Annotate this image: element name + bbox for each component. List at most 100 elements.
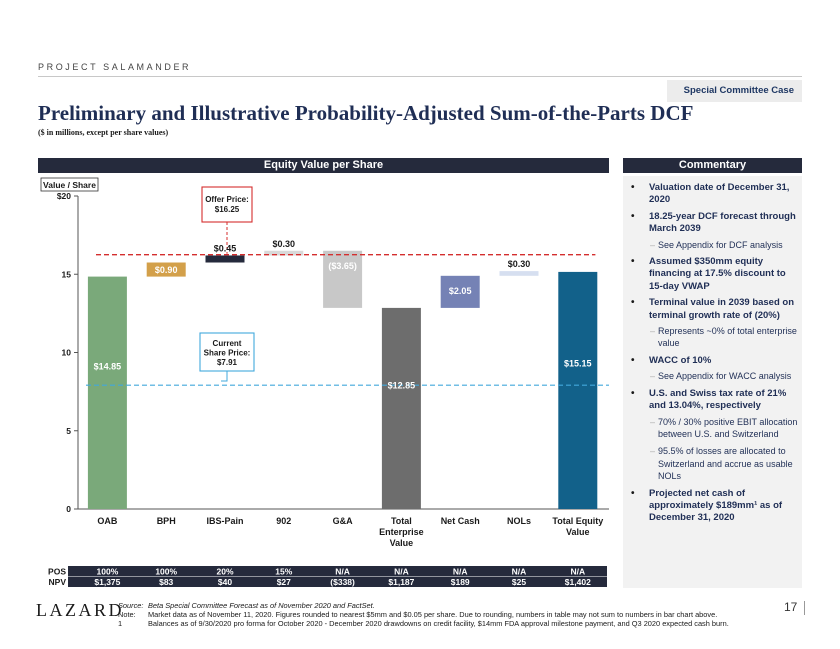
y-tick-label: $20 — [57, 191, 71, 201]
current-price-callout — [199, 332, 255, 372]
bar-bph — [146, 262, 186, 277]
offer-price-callout — [201, 186, 253, 223]
table-cell: N/A — [335, 567, 350, 577]
table-cell: N/A — [570, 567, 585, 577]
table-cell: 20% — [216, 567, 233, 577]
table-cell: N/A — [453, 567, 468, 577]
lazard-logo: LAZARD — [36, 600, 124, 620]
bar-total-enterprise-value — [381, 307, 421, 509]
commentary-bullet: Valuation date of December 31, 2020 — [623, 182, 802, 207]
table-cell: $1,375 — [94, 577, 120, 587]
commentary-subbullet: See Appendix for WACC analysis — [623, 370, 802, 383]
bar-ibs-pain — [205, 255, 245, 263]
page-number: 17 — [784, 600, 798, 614]
table-cell: $1,187 — [388, 577, 414, 587]
table-cell: N/A — [512, 567, 527, 577]
commentary-panel: Valuation date of December 31, 2020 18.25… — [623, 176, 802, 588]
x-tick-label: Value — [390, 538, 414, 548]
commentary-bullet: Terminal value in 2039 based on terminal… — [623, 297, 802, 322]
table-cell: $40 — [218, 577, 232, 587]
x-tick-label: Total — [391, 516, 412, 526]
page-subtitle: ($ in millions, except per share values) — [38, 128, 169, 137]
y-tick-label: 5 — [66, 426, 71, 436]
chart-axis: Value / Share 0 5 10 15 $20 OAB BPH IBS-Pain 902 G… — [40, 177, 609, 548]
bar-value-label: $12.85 — [388, 380, 416, 390]
current-price-label: $7.91 — [217, 358, 238, 367]
bar-value-label: $0.30 — [273, 239, 296, 249]
y-axis-label: Value / Share — [43, 180, 96, 190]
bar-total-equity-value — [558, 271, 598, 509]
project-name: PROJECT SALAMANDER — [38, 62, 192, 72]
bar-value-label: $0.45 — [214, 243, 237, 253]
table-row-label: POS — [48, 567, 66, 577]
x-tick-label: Value — [566, 527, 590, 537]
current-price-leader — [221, 371, 228, 382]
pos-npv-table: POS 100% 100% 20% 15% N/A N/A N/A N/A N/A NPV $1,37… — [38, 566, 607, 587]
bar-value-label: $2.05 — [449, 286, 472, 296]
table-cell: $83 — [159, 577, 173, 587]
source-label: Source: — [118, 601, 144, 610]
commentary-list: Valuation date of December 31, 2020 18.25… — [623, 178, 802, 528]
x-tick-label: Total Equity — [552, 516, 603, 526]
x-tick-label: OAB — [97, 516, 118, 526]
bar-902 — [264, 250, 304, 256]
chart-labels: $14.85 $0.90 $0.45 $0.30 ($3.65) $12.85 $2.05 $… — [94, 239, 592, 391]
offer-price-label: $16.25 — [215, 205, 240, 214]
bar-value-label: $0.30 — [508, 259, 531, 269]
note-label: Note: — [118, 610, 136, 619]
bar-g-a — [323, 250, 363, 308]
commentary-subbullet: 70% / 30% positive EBIT allocation betwe… — [623, 416, 802, 441]
footnote-label: 1 — [118, 619, 123, 628]
table-cell: $189 — [451, 577, 470, 587]
page-title: Preliminary and Illustrative Probability… — [38, 101, 694, 125]
x-tick-label: IBS-Pain — [206, 516, 243, 526]
commentary-subbullet: 95.5% of losses are allocated to Switzer… — [623, 445, 802, 482]
commentary-bullet: Projected net cash of approximately $189… — [623, 488, 802, 525]
x-tick-label: 902 — [276, 516, 291, 526]
source-text: Beta Special Committee Forecast as of No… — [148, 601, 375, 610]
bar-value-label: ($3.65) — [328, 261, 357, 271]
current-price-label: Current — [213, 339, 242, 348]
commentary-subbullet: See Appendix for DCF analysis — [623, 239, 802, 252]
bar-value-label: $14.85 — [94, 362, 122, 372]
table-cell: $27 — [277, 577, 291, 587]
commentary-bullet: Assumed $350mm equity financing at 17.5%… — [623, 256, 802, 293]
bar-value-label: $15.15 — [564, 359, 592, 369]
y-tick-label: 10 — [62, 348, 72, 358]
equity-value-chart: Value / Share 0 5 10 15 $20 OAB BPH IBS-Pain 902 G… — [38, 177, 609, 587]
footnotes: Source: Beta Special Committee Forecast … — [118, 601, 768, 628]
header-divider — [38, 76, 802, 77]
table-cell: 100% — [97, 567, 119, 577]
footnote-text: Balances as of 9/30/2020 pro forma for O… — [148, 619, 729, 628]
x-tick-label: Net Cash — [441, 516, 480, 526]
x-tick-label: NOLs — [507, 516, 531, 526]
chart-bars — [87, 250, 598, 509]
table-cell: N/A — [394, 567, 409, 577]
bar-oab — [87, 276, 127, 509]
table-cell: 100% — [155, 567, 177, 577]
commentary-bullet: U.S. and Swiss tax rate of 21% and 13.04… — [623, 388, 802, 413]
table-cell: 15% — [275, 567, 292, 577]
table-label-cell — [38, 566, 68, 587]
page-number-divider — [804, 601, 805, 615]
case-badge: Special Committee Case — [667, 80, 802, 102]
commentary-bullet: 18.25-year DCF forecast through March 20… — [623, 211, 802, 236]
chart-panel-title: Equity Value per Share — [38, 158, 609, 173]
bar-nols — [499, 271, 539, 276]
commentary-title: Commentary — [623, 158, 802, 173]
table-row-label: NPV — [49, 577, 67, 587]
offer-price-label: Offer Price: — [205, 195, 249, 204]
x-tick-label: BPH — [157, 516, 176, 526]
y-axis-label-box — [40, 177, 99, 192]
note-text: Market data as of November 11, 2020. Fig… — [148, 610, 718, 619]
y-tick-label: 15 — [62, 269, 72, 279]
y-tick-label: 0 — [66, 504, 71, 514]
table-cell: $25 — [512, 577, 526, 587]
table-cell: ($338) — [330, 577, 355, 587]
commentary-bullet: WACC of 10% — [623, 355, 802, 368]
bar-value-label: $0.90 — [155, 265, 178, 275]
bar-net-cash — [440, 275, 480, 308]
commentary-subbullet: Represents ~0% of total enterprise value — [623, 325, 802, 350]
current-price-label: Share Price: — [204, 349, 251, 358]
